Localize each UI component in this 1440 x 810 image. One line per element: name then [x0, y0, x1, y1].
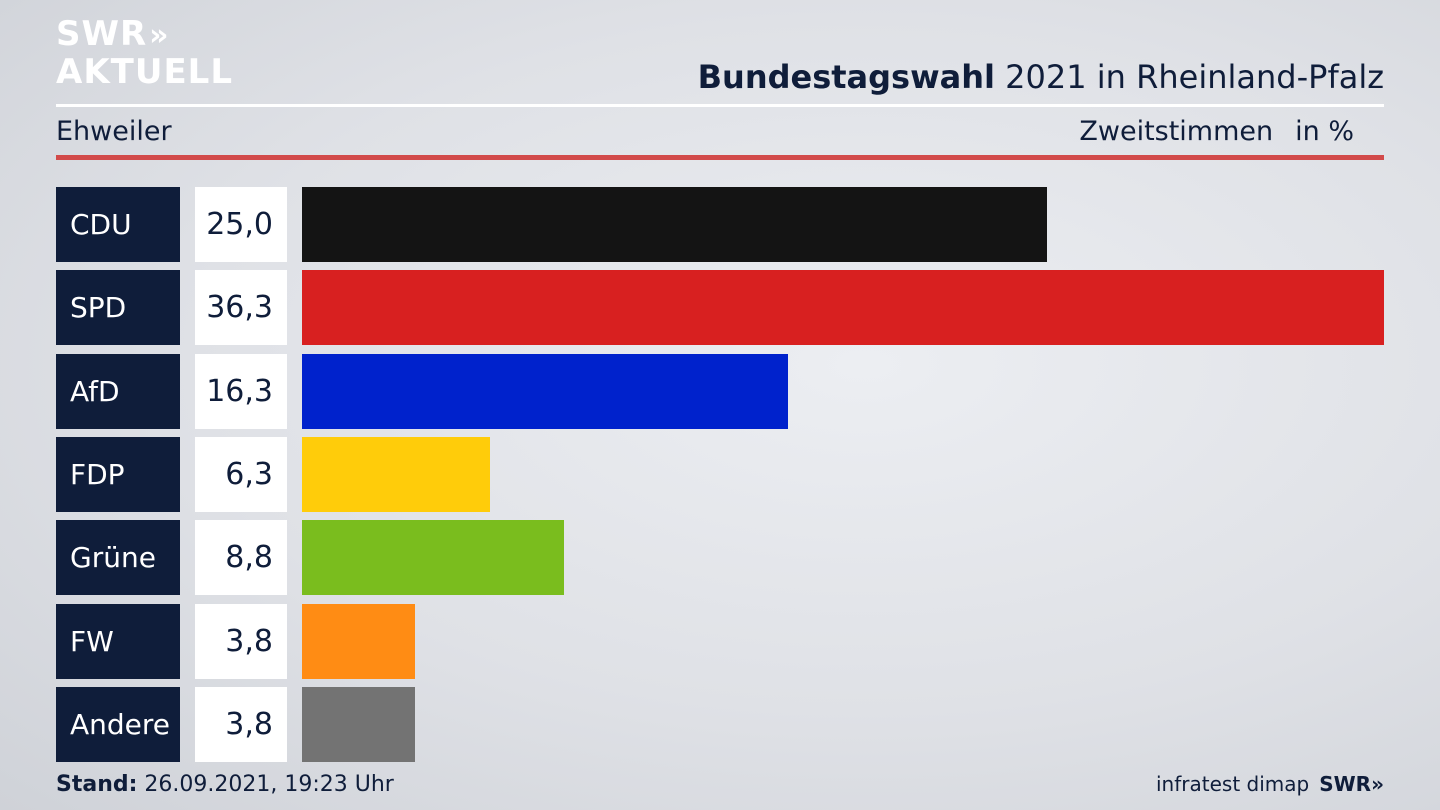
bar-row: FDP 6,3	[56, 436, 1384, 512]
party-label: CDU	[56, 187, 180, 262]
chart-title-rest: 2021 in Rheinland-Pfalz	[995, 58, 1384, 96]
value-label: 8,8	[195, 520, 287, 596]
bar-row: CDU 25,0	[56, 187, 1384, 262]
bar	[302, 436, 490, 512]
party-label: SPD	[56, 270, 180, 346]
logo-chevron-icon: »	[149, 18, 169, 53]
vote-type-text: Zweitstimmen	[1079, 116, 1274, 147]
timestamp: Stand: 26.09.2021, 19:23 Uhr	[56, 772, 394, 797]
party-label: FDP	[56, 436, 180, 512]
source-credit: infratest dimap SWR»	[1156, 772, 1384, 796]
timestamp-label: Stand:	[56, 772, 138, 797]
bar	[302, 353, 788, 429]
value-label: 3,8	[195, 686, 287, 762]
logo-swr-text: SWR	[56, 14, 148, 54]
bar-row: FW 3,8	[56, 603, 1384, 679]
source-text: infratest dimap	[1156, 772, 1310, 796]
unit-label: in %	[1295, 116, 1354, 147]
header-divider	[56, 104, 1384, 107]
bar-row: Grüne 8,8	[56, 520, 1384, 596]
bar	[302, 686, 416, 762]
timestamp-value: 26.09.2021, 19:23 Uhr	[137, 772, 394, 797]
value-label: 3,8	[195, 603, 287, 679]
party-label: Grüne	[56, 520, 180, 596]
bar-row: AfD 16,3	[56, 353, 1384, 429]
bar-row: Andere 3,8	[56, 686, 1384, 762]
location-label: Ehweiler	[56, 116, 172, 147]
chart-subheader: Ehweiler Zweitstimmen in %	[56, 116, 1384, 150]
party-label: Andere	[56, 686, 180, 762]
bar	[302, 187, 1048, 262]
bar	[302, 520, 565, 596]
bar-row: SPD 36,3	[56, 270, 1384, 346]
value-label: 36,3	[195, 270, 287, 346]
bar	[302, 270, 1384, 346]
value-label: 6,3	[195, 436, 287, 512]
value-label: 25,0	[195, 187, 287, 262]
swr-aktuell-logo: SWR» AKTUELL	[56, 16, 233, 90]
logo-aktuell-text: AKTUELL	[56, 52, 234, 92]
bar	[302, 603, 416, 679]
chart-title-bold: Bundestagswahl	[697, 58, 995, 96]
chart-title: Bundestagswahl 2021 in Rheinland-Pfalz	[698, 58, 1384, 96]
value-label: 16,3	[195, 353, 287, 429]
swr-footer-logo: SWR»	[1319, 772, 1384, 796]
party-label: FW	[56, 603, 180, 679]
vote-type-label: Zweitstimmen in %	[1079, 116, 1354, 147]
party-label: AfD	[56, 353, 180, 429]
accent-divider	[56, 155, 1384, 160]
